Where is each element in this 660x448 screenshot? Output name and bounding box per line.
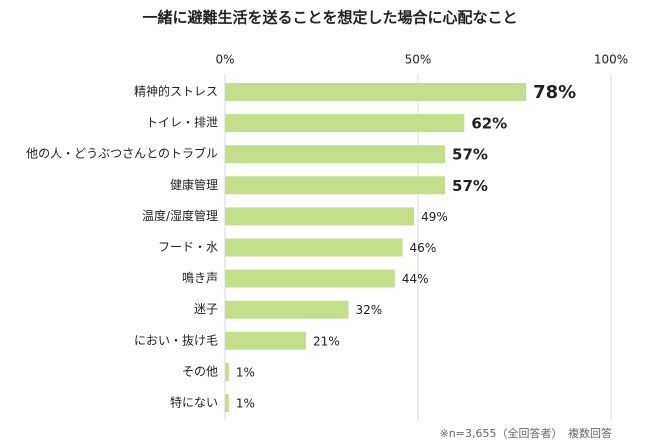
value-label: 46% (410, 241, 437, 255)
bar (225, 176, 446, 195)
bar (225, 394, 229, 412)
y-tick-label: 他の人・どうぶつさんとのトラブル (26, 146, 218, 161)
x-tick-label: 100% (594, 53, 628, 67)
value-label: 57% (452, 177, 488, 195)
bar (225, 331, 307, 350)
bar (225, 362, 229, 381)
x-tick-label: 50% (405, 53, 432, 67)
value-label: 62% (471, 115, 507, 133)
bar (225, 269, 395, 288)
bar (225, 300, 349, 319)
y-tick-label: 鳴き声 (182, 271, 218, 285)
y-tick-label: トイレ・排泄 (146, 116, 218, 130)
value-label: 44% (402, 272, 429, 286)
value-label: 1% (236, 365, 255, 379)
value-label: 1% (236, 397, 255, 411)
y-tick-label: 精神的ストレス (134, 84, 218, 99)
value-label: 32% (356, 303, 383, 317)
bar (225, 238, 403, 257)
y-tick-label: その他 (182, 364, 218, 378)
bar (225, 207, 415, 226)
y-tick-label: フード・水 (158, 240, 218, 254)
value-label: 49% (421, 210, 448, 224)
y-tick-label: におい・抜け毛 (134, 333, 218, 347)
value-label: 21% (313, 334, 340, 348)
y-tick-label: 温度/湿度管理 (142, 208, 218, 223)
y-tick-label: 特にない (170, 395, 218, 410)
bar (225, 83, 527, 101)
value-label: 78% (533, 82, 576, 103)
x-tick-label: 0% (215, 53, 234, 67)
y-tick-label: 迷子 (194, 302, 218, 316)
note: ※n=3,655（全回答者） 複数回答 (440, 426, 612, 440)
value-label: 57% (452, 146, 488, 164)
bar (225, 114, 465, 133)
chart-title: 一緒に避難生活を送ることを想定した場合に心配なこと (142, 9, 517, 27)
bar (225, 145, 446, 164)
y-tick-label: 健康管理 (170, 177, 218, 192)
